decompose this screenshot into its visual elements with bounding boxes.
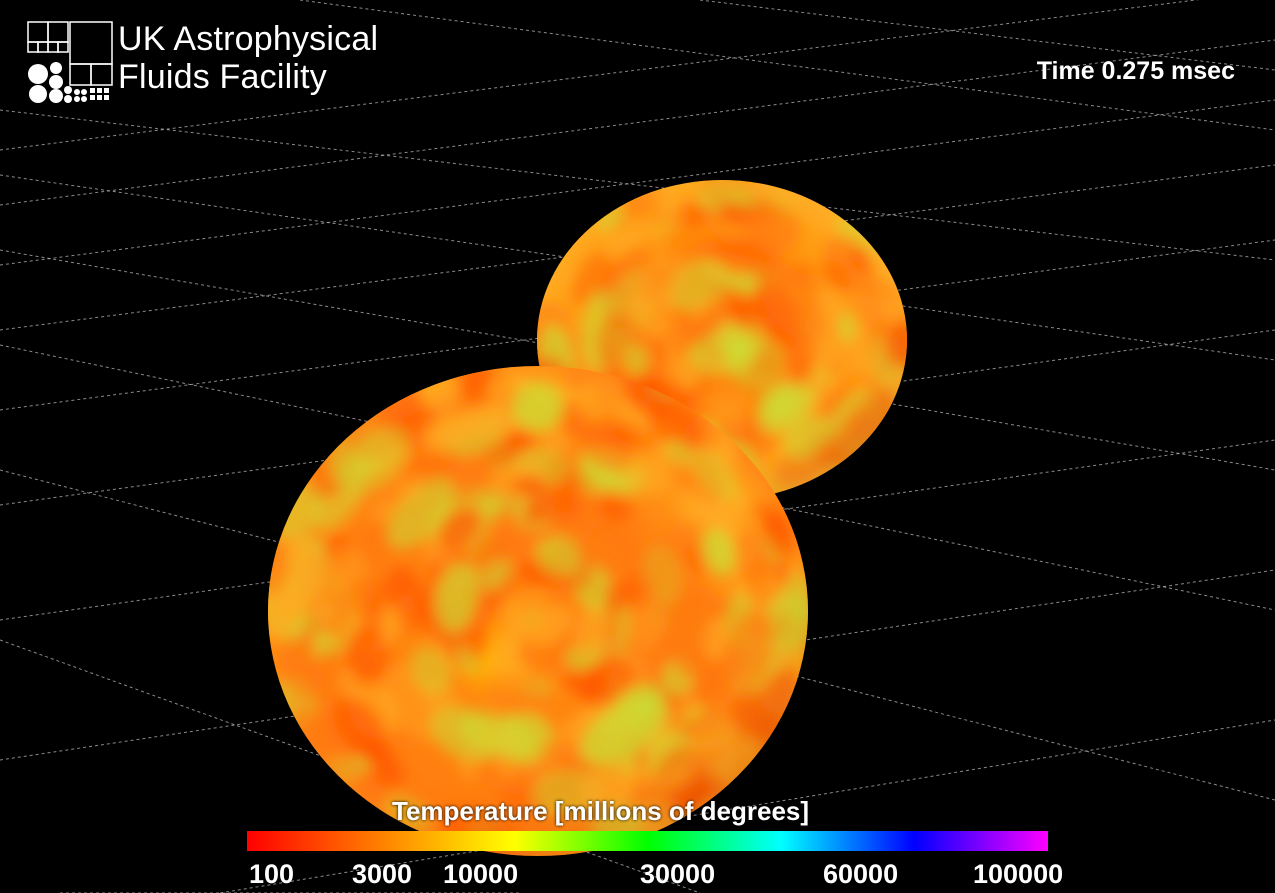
grid-line [219,719,1275,893]
star-large [268,366,808,856]
logo-text: UK Astrophysical Fluids Facility [118,20,378,96]
logo-mark-icon [27,21,113,103]
star-small [537,180,907,500]
colorbar-tick-4: 60000 [823,859,899,889]
colorbar-tick-0: 100 [249,859,295,889]
grid-line [0,0,1200,151]
logo-line-2: Fluids Facility [118,58,327,96]
grid-line [0,39,1275,206]
colorbar-tick-1: 3000 [352,859,413,889]
colorbar-tick-5: 100000 [973,859,1064,889]
time-label: Time 0.275 msec [1036,57,1235,85]
ukaff-logo: UK Astrophysical Fluids Facility [26,20,378,104]
logo-line-1: UK Astrophysical [118,20,379,58]
grid-line [299,0,1275,131]
colorbar-tick-2: 10000 [443,859,519,889]
grid-line [699,0,1275,71]
colorbar-tick-3: 30000 [640,859,716,889]
grid-line [0,109,1275,261]
grid-line [0,99,1275,266]
colorbar-gradient [247,831,1048,851]
grid-line [0,344,1275,611]
colorbar-title: Temperature [millions of degrees] [392,796,810,826]
